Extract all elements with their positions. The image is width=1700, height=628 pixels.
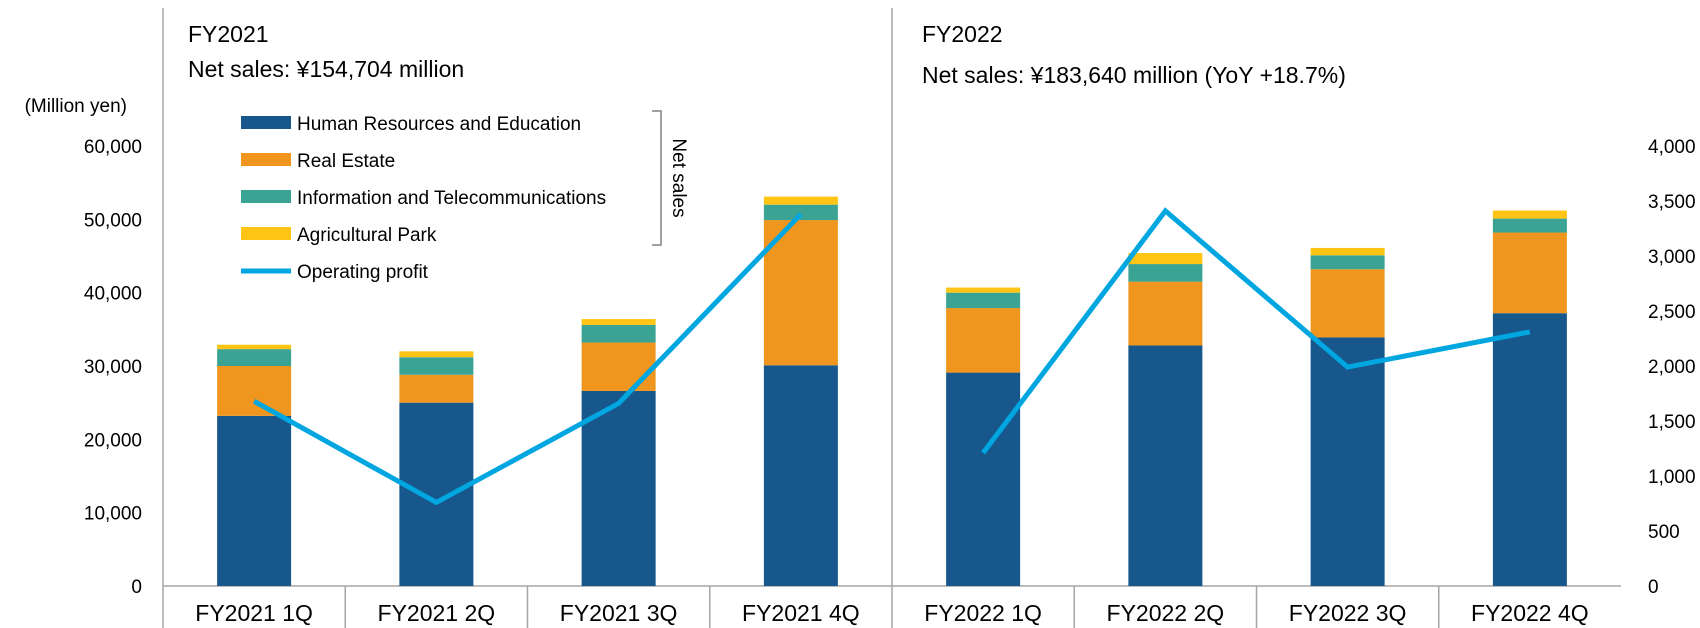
bar-segment-information-and-telecommunications xyxy=(1128,264,1203,282)
bar-segment-information-and-telecommunications xyxy=(946,292,1021,309)
left-axis-tick-label: 40,000 xyxy=(84,284,142,305)
bar-segment-information-and-telecommunications xyxy=(581,324,656,343)
legend-label-info-telecom: Information and Telecommunications xyxy=(297,188,606,209)
legend: Human Resources and Education Real Estat… xyxy=(241,110,689,283)
x-axis-category-label: FY2022 2Q xyxy=(1107,600,1225,626)
bar-segment-human-resources-and-education xyxy=(217,415,292,586)
x-axis-category-label: FY2022 1Q xyxy=(924,600,1042,626)
right-axis-tick-label: 3,500 xyxy=(1648,192,1696,213)
panel-titles: FY2021 Net sales: ¥154,704 million FY202… xyxy=(188,21,1346,88)
legend-swatch-info-telecom xyxy=(241,190,291,203)
left-axis-unit-label: (Million yen) xyxy=(25,96,127,117)
right-axis-tick-label: 2,500 xyxy=(1648,302,1696,323)
bar-segment-real-estate xyxy=(1128,281,1203,346)
bar-segment-agricultural-park xyxy=(1310,247,1385,256)
left-axis-tick-label: 20,000 xyxy=(84,430,142,451)
bar-segment-real-estate xyxy=(217,366,292,416)
bar-segment-real-estate xyxy=(399,374,474,403)
bar-segment-human-resources-and-education xyxy=(1310,337,1385,586)
bar-segment-information-and-telecommunications xyxy=(217,349,292,366)
right-axis-tick-label: 4,000 xyxy=(1648,137,1696,158)
bar-segment-human-resources-and-education xyxy=(399,402,474,586)
bar-segment-agricultural-park xyxy=(217,344,292,350)
legend-swatch-real-estate xyxy=(241,153,291,166)
operating-profit-line-layer xyxy=(252,207,1531,506)
bar-segment-human-resources-and-education xyxy=(1128,345,1203,586)
bar-segment-real-estate xyxy=(1310,269,1385,338)
operating-profit-line-fy2021 xyxy=(252,212,803,506)
x-axis-category-label: FY2021 3Q xyxy=(560,600,678,626)
right-axis-tick-label: 0 xyxy=(1648,577,1659,598)
left-axis-tick-label: 50,000 xyxy=(84,210,142,231)
operating-profit-line-fy2022 xyxy=(981,207,1531,455)
bar-segment-agricultural-park xyxy=(1128,253,1203,265)
bar-segment-human-resources-and-education xyxy=(763,365,838,586)
bar-segment-real-estate xyxy=(946,308,1021,373)
legend-swatch-human-resources xyxy=(241,116,291,129)
chart-frame xyxy=(162,8,1621,628)
x-axis-category-label: FY2022 4Q xyxy=(1471,600,1589,626)
bar-segment-information-and-telecommunications xyxy=(1492,218,1567,233)
left-axis-tick-label: 60,000 xyxy=(84,137,142,158)
fy2021-panel-title: FY2021 xyxy=(188,21,269,47)
bar-segment-agricultural-park xyxy=(399,351,474,358)
x-axis-category-label: FY2022 3Q xyxy=(1289,600,1407,626)
bar-segment-human-resources-and-education xyxy=(946,372,1021,586)
left-axis-tick-label: 30,000 xyxy=(84,357,142,378)
x-axis-category-label: FY2021 4Q xyxy=(742,600,860,626)
x-axis-category-label: FY2021 1Q xyxy=(195,600,313,626)
right-axis-tick-label: 2,000 xyxy=(1648,357,1696,378)
legend-label-real-estate: Real Estate xyxy=(297,151,395,172)
x-axis-category-label: FY2021 2Q xyxy=(378,600,496,626)
bar-segment-real-estate xyxy=(581,342,656,391)
legend-label-human-resources: Human Resources and Education xyxy=(297,114,581,135)
left-axis-tick-label: 10,000 xyxy=(84,504,142,525)
bar-segment-information-and-telecommunications xyxy=(399,357,474,375)
bars-layer xyxy=(217,196,1567,586)
bar-segment-information-and-telecommunications xyxy=(1310,255,1385,270)
left-axis-tick-label: 0 xyxy=(131,577,142,598)
fy2021-panel-subtitle: Net sales: ¥154,704 million xyxy=(188,56,464,82)
bar-segment-agricultural-park xyxy=(1492,210,1567,219)
right-axis-tick-label: 500 xyxy=(1648,522,1680,543)
fy2022-panel-title: FY2022 xyxy=(922,21,1003,47)
legend-swatch-agricultural-park xyxy=(241,227,291,240)
bar-segment-information-and-telecommunications xyxy=(763,204,838,221)
bar-segment-real-estate xyxy=(1492,232,1567,314)
bar-segment-agricultural-park xyxy=(581,319,656,325)
right-axis-tick-label: 3,000 xyxy=(1648,247,1696,268)
fy2022-panel-subtitle: Net sales: ¥183,640 million (YoY +18.7%) xyxy=(922,62,1346,88)
bar-segment-real-estate xyxy=(763,220,838,366)
bar-segment-human-resources-and-education xyxy=(1492,313,1567,586)
legend-label-agricultural-park: Agricultural Park xyxy=(297,225,437,246)
legend-label-operating-profit: Operating profit xyxy=(297,262,429,283)
right-axis-tick-label: 1,000 xyxy=(1648,467,1696,488)
bar-segment-human-resources-and-education xyxy=(581,390,656,586)
axes-layer: (Million yen) 60,000 50,000 40,000 30,000 20… xyxy=(25,96,1696,626)
legend-net-sales-bracket-label: Net sales xyxy=(668,138,689,217)
bar-segment-agricultural-park xyxy=(763,196,838,205)
legend-net-sales-bracket xyxy=(652,110,662,246)
right-axis-tick-label: 1,500 xyxy=(1648,412,1696,433)
bar-segment-agricultural-park xyxy=(946,287,1021,293)
